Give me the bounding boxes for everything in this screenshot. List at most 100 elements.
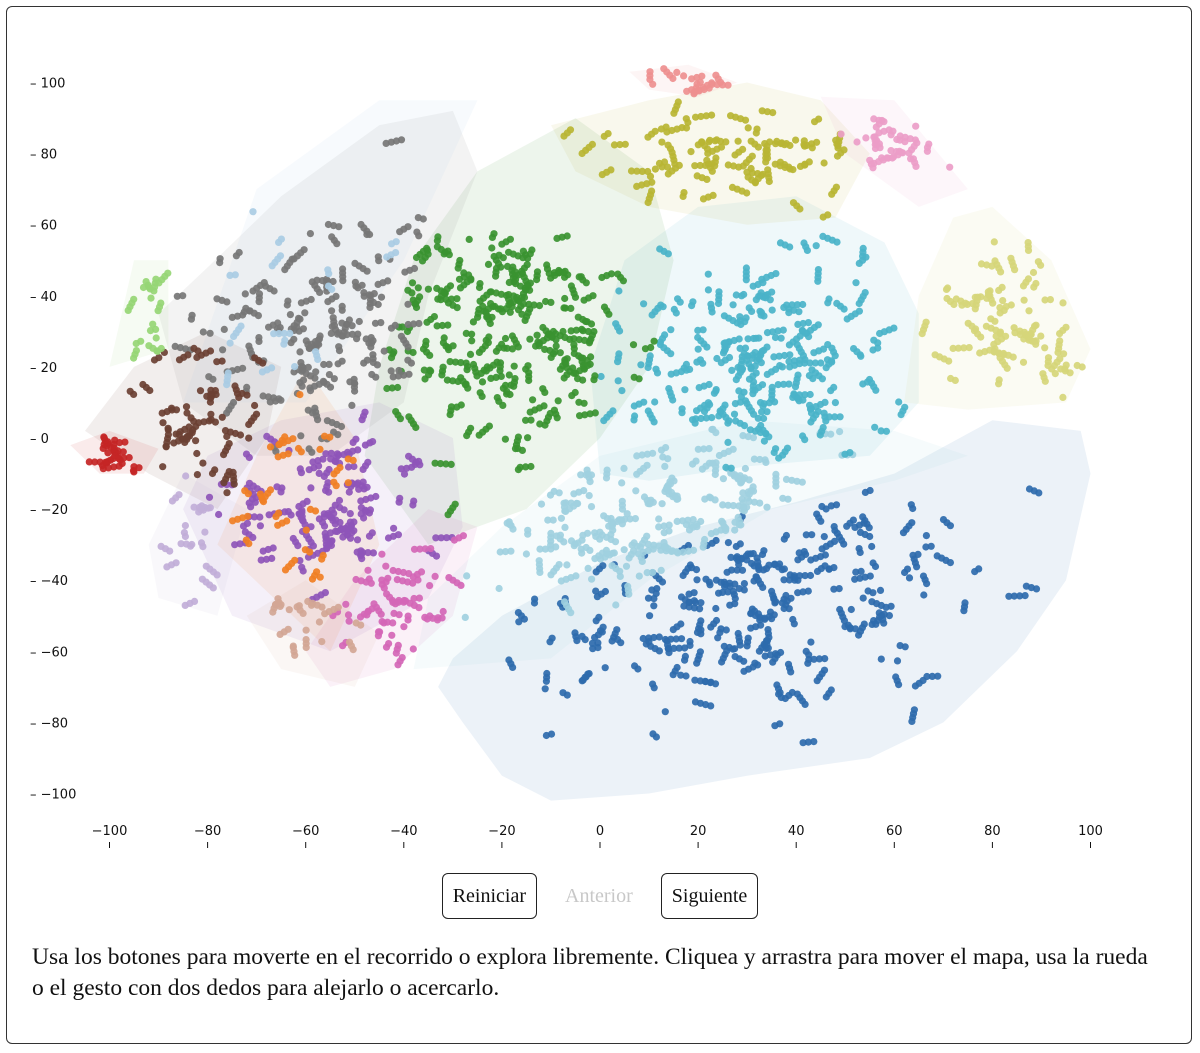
data-point — [871, 423, 879, 431]
data-point — [588, 140, 597, 148]
data-point — [342, 600, 350, 608]
data-point — [1020, 296, 1028, 304]
data-point — [661, 462, 669, 470]
data-point — [304, 406, 312, 414]
data-point — [350, 462, 358, 471]
data-point — [255, 334, 263, 342]
data-point — [646, 500, 654, 508]
data-point — [433, 284, 441, 292]
data-point — [655, 515, 663, 523]
data-point — [836, 428, 844, 436]
data-point — [698, 465, 707, 473]
data-point — [644, 594, 653, 602]
data-point — [207, 410, 215, 418]
data-point — [328, 307, 336, 315]
data-point — [524, 434, 532, 442]
scatter-map[interactable]: −100 −80 −60 −40 −20 0 20 40 60 80 100 – 100 – 80 – 6… — [0, 0, 1200, 860]
data-point — [990, 340, 998, 348]
data-point — [914, 550, 922, 559]
reset-button[interactable]: Reiniciar — [441, 873, 537, 919]
data-point — [612, 320, 620, 328]
data-point — [920, 591, 928, 599]
data-point — [363, 230, 371, 239]
data-point — [147, 294, 155, 302]
data-point — [344, 479, 352, 487]
data-point — [702, 414, 711, 422]
data-point — [680, 72, 688, 80]
next-button[interactable]: Siguiente — [660, 873, 759, 919]
data-point — [620, 546, 628, 554]
data-point — [377, 319, 385, 327]
data-point — [594, 644, 602, 652]
data-point — [724, 419, 732, 427]
data-point — [805, 651, 813, 659]
data-point — [631, 662, 639, 670]
data-point — [756, 455, 764, 464]
data-point — [383, 253, 391, 261]
data-point — [901, 138, 909, 146]
data-point — [784, 495, 792, 503]
data-point — [266, 486, 275, 494]
data-point — [667, 370, 675, 378]
data-point — [775, 352, 783, 360]
data-point — [719, 501, 727, 509]
data-point — [925, 140, 933, 148]
data-point — [447, 460, 455, 468]
data-point — [457, 581, 465, 590]
data-point — [947, 374, 955, 383]
data-point — [995, 350, 1003, 358]
data-point — [766, 608, 775, 616]
data-point — [688, 564, 696, 572]
data-point — [804, 319, 813, 327]
data-point — [581, 636, 589, 644]
data-point — [254, 312, 262, 320]
data-point — [694, 445, 702, 453]
data-point — [740, 580, 749, 588]
data-point — [306, 230, 314, 238]
data-point — [313, 568, 321, 576]
data-point — [454, 264, 462, 272]
data-point — [216, 255, 224, 263]
data-point — [686, 641, 694, 650]
y-tick-label: – 100 — [30, 77, 65, 92]
data-point — [776, 239, 785, 247]
data-point — [488, 244, 496, 252]
data-point — [584, 670, 592, 678]
x-tick-label: −100 — [92, 824, 128, 839]
data-point — [787, 668, 795, 676]
data-point — [322, 275, 331, 283]
data-point — [231, 541, 239, 549]
data-point — [368, 370, 376, 379]
data-point — [759, 566, 768, 574]
data-point — [518, 310, 526, 318]
data-point — [872, 123, 880, 131]
data-point — [566, 335, 574, 343]
data-point — [817, 359, 825, 367]
data-point — [655, 159, 664, 167]
data-point — [482, 367, 490, 375]
data-point — [507, 547, 515, 555]
data-point — [587, 471, 596, 479]
data-point — [385, 640, 393, 648]
data-point — [841, 450, 849, 458]
data-point — [218, 413, 226, 421]
data-point — [791, 576, 799, 584]
data-point — [708, 425, 716, 434]
data-point — [855, 299, 863, 308]
data-point — [584, 564, 592, 573]
data-point — [457, 359, 465, 367]
data-point — [799, 300, 807, 309]
data-point — [242, 450, 251, 458]
data-point — [712, 154, 720, 162]
data-point — [741, 464, 750, 473]
data-point — [338, 357, 346, 365]
data-point — [415, 604, 423, 612]
data-point — [433, 322, 441, 330]
data-point — [499, 384, 507, 392]
data-point — [482, 336, 490, 344]
data-point — [556, 531, 565, 539]
data-point — [669, 671, 677, 679]
data-point — [796, 572, 804, 580]
data-point — [394, 383, 402, 392]
data-point — [259, 392, 267, 400]
